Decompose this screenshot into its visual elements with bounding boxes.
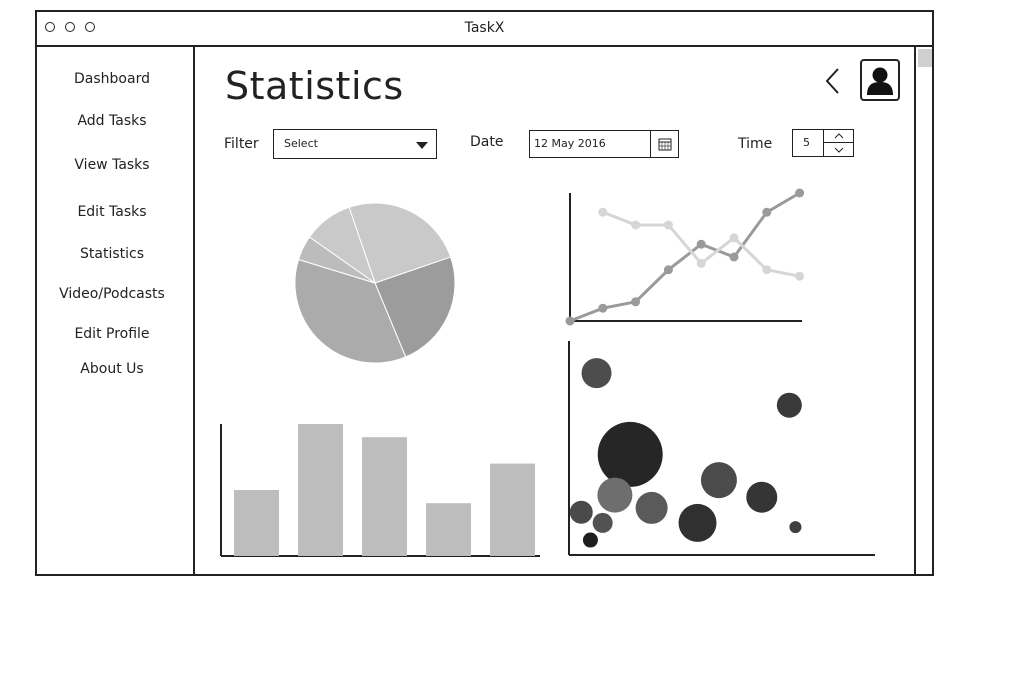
chevron-down-icon	[416, 142, 428, 149]
pie-slice	[294, 258, 407, 364]
date-field-value: 12 May 2016	[534, 137, 606, 150]
bubble	[581, 358, 612, 389]
date-field[interactable]: 12 May 2016	[529, 130, 679, 158]
window-maximize-button[interactable]	[85, 22, 95, 32]
pie-slice	[374, 256, 456, 358]
line-point	[663, 220, 673, 230]
bubble	[746, 481, 778, 513]
sidebar-item-statistics[interactable]: Statistics	[80, 246, 144, 262]
line-point	[631, 297, 641, 307]
line-chart	[565, 188, 805, 326]
bubble	[597, 421, 663, 487]
bubble	[569, 500, 593, 524]
window-minimize-button[interactable]	[65, 22, 75, 32]
sidebar-item-edit-tasks[interactable]: Edit Tasks	[77, 204, 147, 220]
bubble	[700, 462, 737, 499]
line-point	[696, 258, 706, 268]
sidebar-item-add-tasks[interactable]: Add Tasks	[77, 113, 147, 129]
page-title: Statistics	[225, 64, 404, 108]
app-window: TaskX Dashboard Add Tasks View Tasks Edi…	[35, 10, 934, 576]
filter-label: Filter	[224, 136, 259, 152]
line-point	[762, 265, 772, 275]
sidebar-item-dashboard[interactable]: Dashboard	[74, 71, 150, 87]
line-point	[729, 252, 739, 262]
bar	[298, 424, 343, 556]
caret-down-icon[interactable]	[824, 143, 853, 156]
line-point	[795, 188, 805, 198]
window-close-button[interactable]	[45, 22, 55, 32]
bar-chart	[220, 424, 540, 557]
line-point	[795, 271, 805, 281]
bubble	[635, 491, 668, 524]
bar	[426, 503, 471, 556]
sidebar-item-edit-profile[interactable]: Edit Profile	[74, 326, 150, 342]
line-point	[663, 265, 673, 275]
calendar-icon[interactable]	[650, 131, 678, 157]
sidebar: Dashboard Add Tasks View Tasks Edit Task…	[37, 47, 195, 574]
bubble	[597, 477, 633, 513]
line-point	[729, 233, 739, 243]
time-stepper[interactable]: 5	[792, 129, 854, 157]
chevron-left-icon[interactable]	[823, 67, 843, 95]
line-point	[631, 220, 641, 230]
date-label: Date	[470, 134, 504, 150]
line-point	[598, 207, 608, 217]
pie-slice	[348, 202, 452, 284]
line-point	[598, 303, 608, 313]
sidebar-item-about-us[interactable]: About Us	[80, 361, 144, 377]
line-series	[569, 191, 801, 323]
filter-select[interactable]: Select	[273, 129, 437, 159]
filter-select-value: Select	[284, 137, 318, 150]
vertical-scrollbar[interactable]	[914, 47, 932, 574]
bar	[234, 490, 279, 556]
line-point	[696, 239, 706, 249]
sidebar-item-video-podcasts[interactable]: Video/Podcasts	[59, 286, 165, 302]
bubble	[582, 532, 598, 548]
bar	[362, 437, 407, 556]
user-avatar-button[interactable]	[860, 59, 900, 101]
window-title: TaskX	[464, 20, 505, 36]
bubble-chart	[568, 341, 875, 556]
line-point	[762, 207, 772, 217]
bubble	[592, 512, 613, 533]
bubble	[776, 392, 802, 418]
title-bar: TaskX	[37, 12, 932, 47]
time-stepper-value: 5	[803, 136, 810, 149]
pie-chart	[294, 202, 456, 364]
pie-slice	[308, 206, 376, 285]
bubble	[678, 503, 717, 542]
bar	[490, 463, 535, 556]
sidebar-item-view-tasks[interactable]: View Tasks	[74, 157, 150, 173]
stepper-buttons	[823, 130, 853, 156]
scrollbar-thumb[interactable]	[918, 49, 932, 67]
time-label: Time	[738, 136, 773, 152]
user-icon	[867, 67, 893, 95]
bubble	[789, 521, 802, 534]
line-point	[565, 316, 575, 326]
caret-up-icon[interactable]	[824, 130, 853, 143]
